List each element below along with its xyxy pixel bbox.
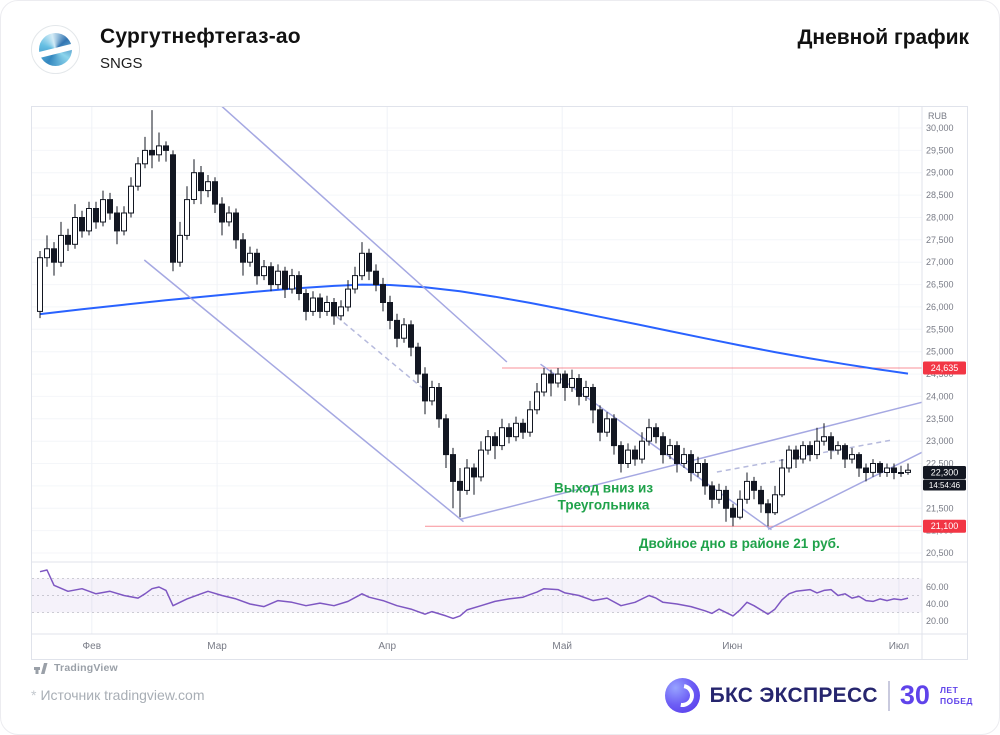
svg-text:27,000: 27,000 (926, 257, 954, 267)
month-label: Июл (889, 641, 909, 652)
source-note: * Источник tradingview.com (31, 687, 205, 703)
svg-text:25,500: 25,500 (926, 324, 954, 334)
month-label: Мар (207, 641, 227, 652)
month-label: Июн (722, 641, 742, 652)
month-label: Фев (83, 641, 101, 652)
anniversary-line-1: ЛЕТ (939, 685, 959, 696)
last-price-tag (923, 466, 966, 479)
rsi-line (39, 569, 909, 620)
price-chart[interactable]: Выход вниз из Треугольника Двойное дно в р… (31, 106, 968, 660)
svg-text:24,000: 24,000 (926, 391, 954, 401)
svg-text:23,000: 23,000 (926, 436, 954, 446)
svg-text:14:54:46: 14:54:46 (929, 481, 961, 490)
svg-text:27,500: 27,500 (926, 235, 954, 245)
svg-text:30,000: 30,000 (926, 123, 954, 133)
svg-text:28,000: 28,000 (926, 213, 954, 223)
title-block: Сургутнефтегаз-ао SNGS (100, 25, 301, 72)
bcs-brand-name: БКС ЭКСПРЕСС (709, 683, 878, 707)
chart-annotation: Двойное дно в районе 21 руб. (639, 536, 840, 551)
page-title: Сургутнефтегаз-ао (100, 25, 301, 48)
month-label: Апр (378, 641, 396, 652)
svg-text:29,500: 29,500 (926, 145, 954, 155)
svg-text:21,100: 21,100 (931, 521, 959, 531)
chart-annotation: Треугольника (558, 498, 650, 513)
tradingview-attribution[interactable]: TradingView (34, 662, 118, 674)
level-price-tag (923, 519, 966, 533)
candles (37, 110, 911, 527)
svg-text:22,500: 22,500 (926, 459, 954, 469)
trendlines (143, 107, 922, 531)
svg-text:22,300: 22,300 (931, 468, 959, 478)
timeframe-label: Дневной график (797, 26, 969, 49)
source-text: Источник tradingview.com (40, 687, 205, 703)
bcs-express-logo: БКС ЭКСПРЕСС 30 ЛЕТ ПОБЕД (664, 678, 973, 713)
anniversary-caption: ЛЕТ ПОБЕД (940, 685, 973, 705)
svg-text:40.00: 40.00 (926, 599, 949, 609)
source-asterisk: * (31, 687, 37, 703)
svg-text:28,500: 28,500 (926, 190, 954, 200)
svg-text:29,000: 29,000 (926, 168, 954, 178)
svg-text:24,635: 24,635 (931, 363, 959, 373)
svg-text:26,500: 26,500 (926, 280, 954, 290)
countdown-tag (923, 479, 966, 491)
svg-text:23,500: 23,500 (926, 414, 954, 424)
level-price-tag (923, 361, 966, 375)
svg-text:21,500: 21,500 (926, 503, 954, 513)
svg-text:20.00: 20.00 (926, 616, 949, 626)
svg-text:20,500: 20,500 (926, 548, 954, 558)
svg-text:60.00: 60.00 (926, 582, 949, 592)
tradingview-label: TradingView (54, 662, 118, 674)
currency-label: RUB (928, 111, 947, 121)
header: Сургутнефтегаз-ао SNGS Дневной график (31, 25, 969, 74)
ticker-symbol: SNGS (100, 55, 143, 73)
svg-text:25,000: 25,000 (926, 347, 954, 357)
tradingview-icon (34, 662, 48, 674)
brand-divider (887, 680, 890, 711)
bcs-icon (664, 678, 700, 713)
level-lines (425, 367, 922, 527)
month-label: Май (552, 641, 572, 652)
ma-line (39, 283, 909, 375)
chart-annotation: Выход вниз из (554, 481, 653, 496)
anniversary-number: 30 (899, 680, 930, 710)
svg-text:26,000: 26,000 (926, 302, 954, 312)
time-axis[interactable]: Фев Мар Апр Май Июн Июл (83, 641, 910, 652)
anniversary-line-2: ПОБЕД (939, 695, 973, 706)
surgutneftegas-logo-icon (31, 25, 80, 74)
chart-canvas[interactable]: Выход вниз из Треугольника Двойное дно в р… (32, 107, 967, 659)
gridlines (32, 107, 922, 634)
